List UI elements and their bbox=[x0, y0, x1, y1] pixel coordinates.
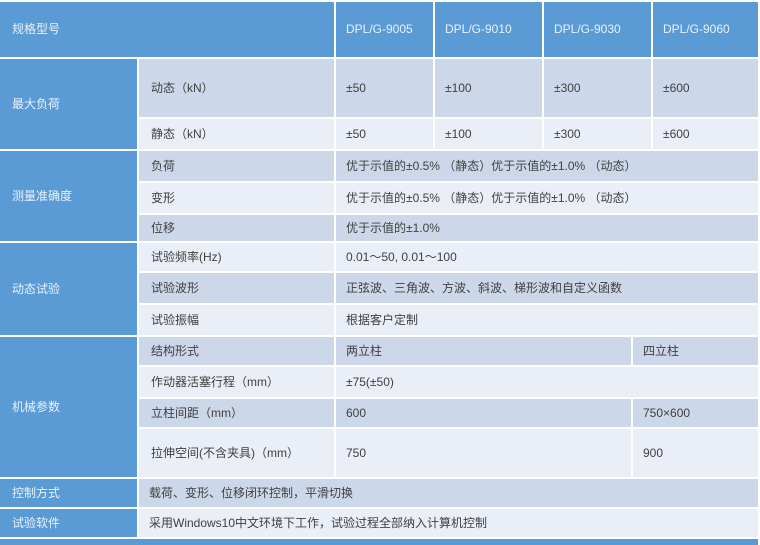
cell-tensile-space-right: 900 bbox=[633, 429, 758, 477]
row-label-dynamic-kn: 动态（kN） bbox=[139, 59, 334, 117]
table-bottom-border bbox=[0, 539, 758, 545]
header-corner-label: 规格型号 bbox=[0, 2, 334, 57]
row-label-column-spacing: 立柱间距（mm） bbox=[139, 399, 334, 427]
header-model-dplg9005: DPL/G-9005 bbox=[336, 2, 433, 57]
cell-static-9010: ±100 bbox=[435, 119, 542, 149]
cell-test-frequency-value: 0.01～50, 0.01～100 bbox=[336, 243, 758, 271]
row-label-test-frequency: 试验频率(Hz) bbox=[139, 243, 334, 271]
cell-dynamic-9060: ±600 bbox=[653, 59, 758, 117]
cell-control-mode-value: 载荷、变形、位移闭环控制，平滑切换 bbox=[139, 479, 758, 507]
cell-dynamic-9010: ±100 bbox=[435, 59, 542, 117]
section-label-control: 控制方式 bbox=[0, 479, 137, 507]
cell-column-spacing-right: 750×600 bbox=[633, 399, 758, 427]
row-label-static-kn: 静态（kN） bbox=[139, 119, 334, 149]
cell-dynamic-9005: ±50 bbox=[336, 59, 433, 117]
section-label-accuracy: 测量准确度 bbox=[0, 151, 137, 241]
cell-column-spacing-left: 600 bbox=[336, 399, 631, 427]
cell-displacement-accuracy-value: 优于示值的±1.0% bbox=[336, 215, 758, 241]
header-model-dplg9030: DPL/G-9030 bbox=[544, 2, 651, 57]
cell-structure-two-column: 两立柱 bbox=[336, 337, 631, 365]
cell-static-9060: ±600 bbox=[653, 119, 758, 149]
row-label-test-waveform: 试验波形 bbox=[139, 273, 334, 303]
cell-load-accuracy-value: 优于示值的±0.5% （静态）优于示值的±1.0% （动态） bbox=[336, 151, 758, 181]
header-model-dplg9060: DPL/G-9060 bbox=[653, 2, 758, 57]
row-label-load-accuracy: 负荷 bbox=[139, 151, 334, 181]
header-model-dplg9010: DPL/G-9010 bbox=[435, 2, 542, 57]
row-label-tensile-space: 拉伸空间(不含夹具)（mm） bbox=[139, 429, 334, 477]
section-label-software: 试验软件 bbox=[0, 509, 137, 537]
row-label-structure-form: 结构形式 bbox=[139, 337, 334, 365]
cell-deformation-accuracy-value: 优于示值的±0.5% （静态）优于示值的±1.0% （动态） bbox=[336, 183, 758, 213]
cell-static-9005: ±50 bbox=[336, 119, 433, 149]
row-label-test-amplitude: 试验振幅 bbox=[139, 305, 334, 335]
row-label-deformation-accuracy: 变形 bbox=[139, 183, 334, 213]
cell-static-9030: ±300 bbox=[544, 119, 651, 149]
row-label-displacement-accuracy: 位移 bbox=[139, 215, 334, 241]
section-label-dynamic-test: 动态试验 bbox=[0, 243, 137, 335]
cell-dynamic-9030: ±300 bbox=[544, 59, 651, 117]
cell-piston-stroke-value: ±75(±50) bbox=[336, 367, 758, 397]
cell-test-waveform-value: 正弦波、三角波、方波、斜波、梯形波和自定义函数 bbox=[336, 273, 758, 303]
section-label-mechanical: 机械参数 bbox=[0, 337, 137, 477]
row-label-piston-stroke: 作动器活塞行程（mm） bbox=[139, 367, 334, 397]
cell-structure-four-column: 四立柱 bbox=[633, 337, 758, 365]
cell-test-software-value: 采用Windows10中文环境下工作，试验过程全部纳入计算机控制 bbox=[139, 509, 758, 537]
cell-test-amplitude-value: 根据客户定制 bbox=[336, 305, 758, 335]
cell-tensile-space-left: 750 bbox=[336, 429, 631, 477]
section-label-max-load: 最大负荷 bbox=[0, 59, 137, 149]
